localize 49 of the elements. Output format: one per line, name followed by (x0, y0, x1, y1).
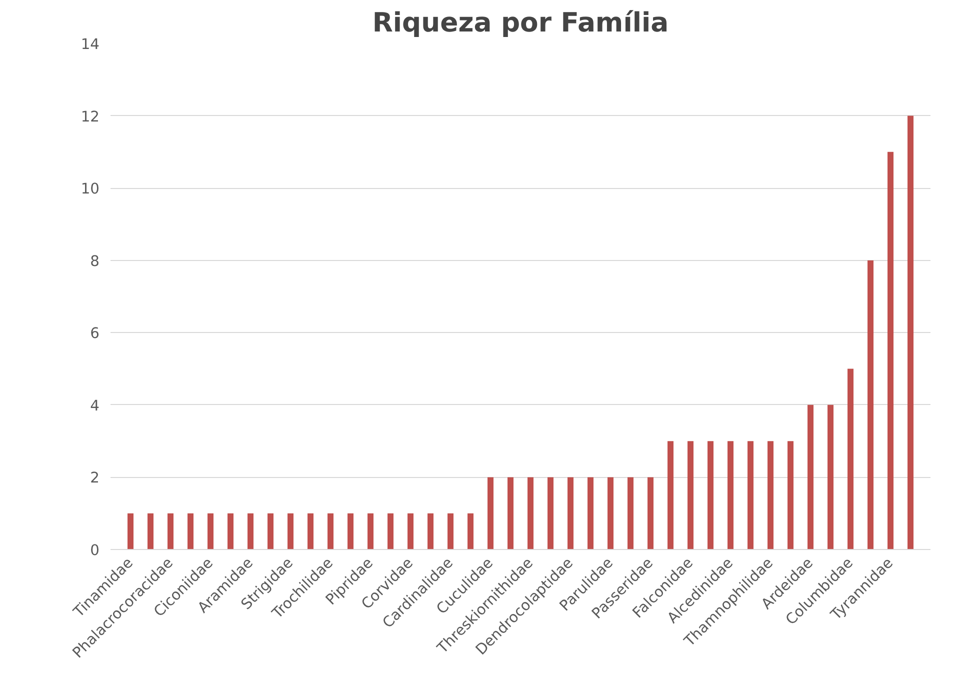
bar (728, 441, 734, 550)
bar (888, 152, 894, 550)
bar (408, 513, 414, 550)
bar (868, 260, 874, 550)
bar (708, 441, 714, 550)
bar (428, 513, 434, 550)
bar (208, 513, 214, 550)
y-tick-label: 8 (90, 252, 100, 270)
bar (648, 477, 654, 550)
bar (788, 441, 794, 550)
bar (528, 477, 534, 550)
bar (908, 116, 914, 550)
bar (228, 513, 234, 550)
bar (628, 477, 634, 550)
bar (608, 477, 614, 550)
bar (808, 404, 814, 550)
bar (548, 477, 554, 550)
bar (828, 404, 834, 550)
bar (388, 513, 394, 550)
bar (848, 368, 854, 550)
y-tick-label: 4 (90, 397, 100, 414)
bar (368, 513, 374, 550)
y-tick-label: 2 (90, 470, 100, 487)
y-tick-label: 6 (90, 325, 100, 342)
bar (568, 477, 574, 550)
y-tick-label: 14 (80, 36, 100, 53)
bar (448, 513, 454, 550)
bar (508, 477, 514, 550)
bar (668, 441, 674, 550)
bar (488, 477, 494, 550)
bar (588, 477, 594, 550)
bar (288, 513, 294, 550)
bar (328, 513, 334, 550)
bar (468, 513, 474, 550)
bar (268, 513, 274, 550)
bar (168, 513, 174, 550)
bar (248, 513, 254, 550)
bar (768, 441, 774, 550)
bar (748, 441, 754, 550)
bar (688, 441, 694, 550)
bar (188, 513, 194, 550)
y-tick-label: 0 (90, 542, 100, 559)
y-tick-label: 10 (80, 180, 100, 198)
bar (308, 513, 314, 550)
bar (148, 513, 154, 550)
y-tick-label: 12 (80, 108, 100, 126)
bar (128, 513, 134, 550)
chart-title: Riqueza por Família (372, 8, 669, 38)
bar (348, 513, 354, 550)
